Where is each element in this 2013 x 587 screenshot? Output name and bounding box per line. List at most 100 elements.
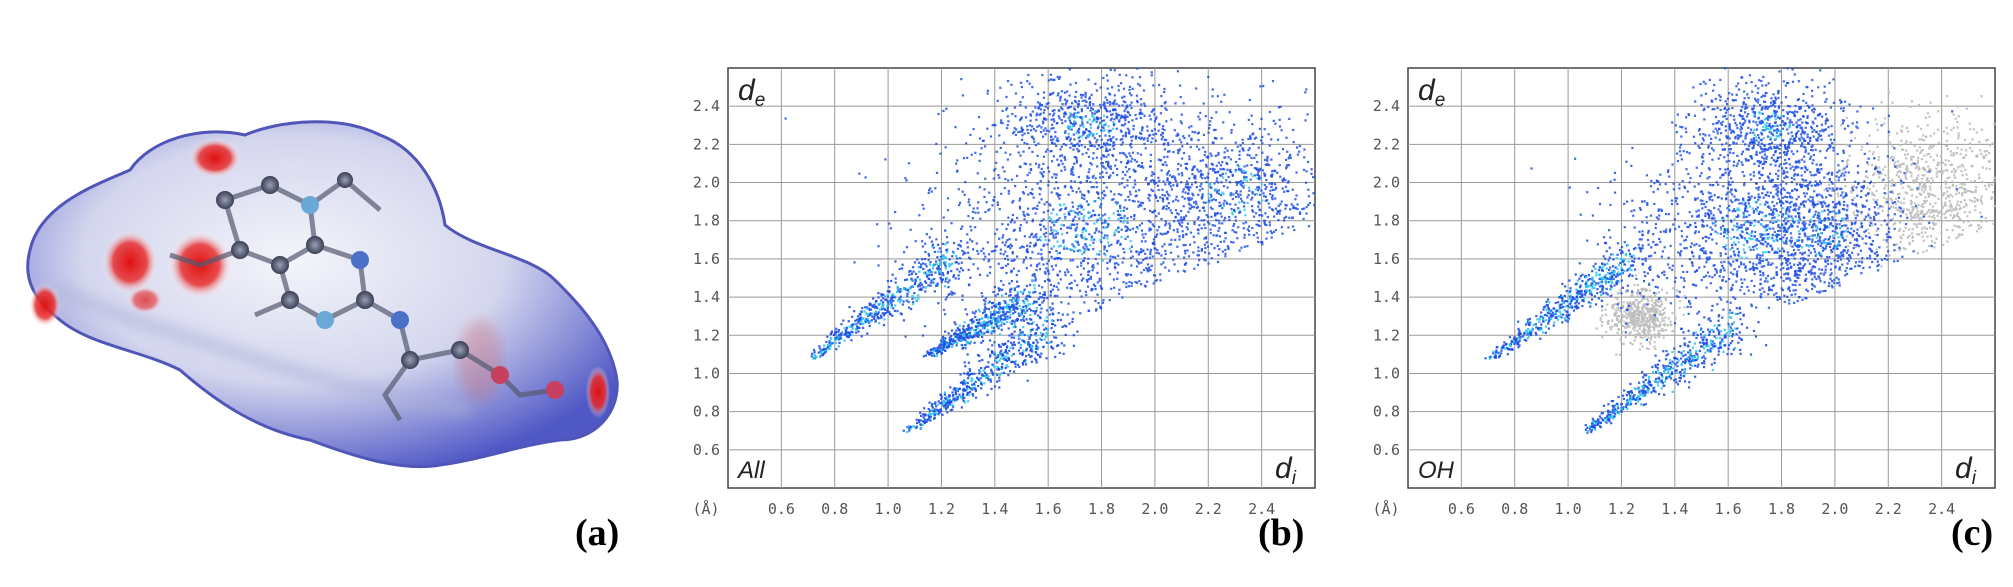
spike-point — [937, 270, 940, 273]
background-point — [1941, 172, 1944, 175]
fingerprint-point — [1102, 190, 1106, 193]
fingerprint-point — [1082, 130, 1085, 133]
fingerprint-point — [975, 242, 978, 245]
fingerprint-point — [1124, 133, 1127, 136]
spike-point — [995, 317, 998, 320]
fingerprint-point — [1213, 247, 1216, 250]
fingerprint-point — [1235, 183, 1239, 186]
spike-point — [919, 419, 922, 422]
fingerprint-point — [1249, 137, 1252, 140]
fingerprint-point — [1166, 178, 1169, 181]
background-point — [1654, 319, 1657, 323]
fingerprint-point — [907, 162, 911, 165]
spike-point — [847, 335, 851, 339]
spike-point — [919, 266, 923, 269]
spike-point — [959, 257, 962, 260]
spike-point — [993, 341, 996, 344]
spike-point — [1021, 333, 1024, 336]
fingerprint-point — [1155, 233, 1159, 236]
fingerprint-point — [1052, 118, 1055, 121]
fingerprint-point — [998, 134, 1001, 137]
spike-point — [951, 340, 954, 343]
background-point — [1920, 157, 1923, 161]
fingerprint-point — [1053, 109, 1056, 112]
spike-point — [962, 325, 965, 328]
spike-point — [966, 381, 969, 385]
spike-point — [929, 261, 932, 264]
fingerprint-point — [1096, 218, 1099, 222]
fingerprint-point — [1200, 227, 1203, 230]
fingerprint-point — [1005, 107, 1009, 110]
fingerprint-point — [1192, 194, 1195, 197]
fingerprint-point — [1060, 301, 1063, 304]
fingerprint-point — [1285, 215, 1288, 218]
spike-point — [1013, 330, 1016, 333]
spike-point — [954, 391, 957, 395]
fingerprint-point — [1039, 179, 1042, 183]
spike-point — [1002, 306, 1005, 309]
fingerprint-point — [1042, 129, 1045, 132]
spike-point — [1004, 300, 1007, 303]
spike-point — [1025, 318, 1028, 321]
background-point — [1841, 168, 1844, 171]
fingerprint-point — [1028, 171, 1031, 174]
background-point — [1657, 329, 1660, 333]
fingerprint-point — [1131, 157, 1134, 160]
fingerprint-point — [1048, 113, 1051, 116]
fingerprint-point — [1243, 201, 1246, 204]
spike-point — [1031, 350, 1034, 353]
fingerprint-point — [1261, 135, 1264, 138]
fingerprint-point — [1238, 153, 1241, 157]
spike-point — [942, 343, 946, 346]
background-point — [1638, 322, 1641, 325]
fingerprint-point — [858, 172, 861, 175]
fingerprint-point — [1257, 205, 1260, 208]
fingerprint-point — [1143, 142, 1146, 145]
fingerprint-point — [1222, 121, 1225, 124]
fingerprint-point — [1075, 90, 1078, 94]
spike-point — [967, 374, 970, 377]
fingerprint-point — [1168, 183, 1171, 186]
fingerprint-point — [1092, 248, 1095, 251]
spike-point — [936, 403, 939, 406]
spike-point — [1040, 332, 1043, 335]
fingerprint-point — [1200, 197, 1204, 200]
fingerprint-point — [1169, 243, 1173, 246]
fingerprint-point — [1068, 117, 1071, 120]
fingerprint-point — [1118, 183, 1121, 186]
fingerprint-point — [1234, 168, 1237, 172]
fingerprint-point — [1088, 168, 1091, 171]
background-point — [1664, 298, 1667, 302]
fingerprint-point — [1217, 153, 1220, 156]
spike-point — [963, 396, 966, 400]
fingerprint-point — [1239, 197, 1243, 200]
fingerprint-point — [1234, 203, 1237, 206]
spike-point — [1001, 321, 1004, 324]
fingerprint-point — [1001, 109, 1004, 112]
fingerprint-point — [1044, 133, 1047, 136]
fingerprint-point — [1117, 226, 1120, 230]
fingerprint-point — [977, 116, 981, 119]
spike-point — [947, 343, 951, 346]
spike-point — [977, 335, 980, 339]
background-point — [1633, 328, 1636, 332]
fingerprint-point — [1119, 220, 1122, 223]
fingerprint-point — [999, 121, 1003, 124]
fingerprint-point — [1105, 142, 1108, 145]
spike-point — [956, 247, 959, 250]
background-point — [1965, 107, 1968, 110]
fingerprint-point — [1287, 164, 1291, 167]
fingerprint-point — [1257, 200, 1260, 204]
spike-point — [908, 287, 911, 290]
spike-point — [1001, 342, 1004, 346]
fingerprint-point — [1023, 141, 1026, 145]
fingerprint-point — [980, 249, 983, 253]
fingerprint-point — [1223, 240, 1226, 243]
fingerprint-point — [1275, 212, 1278, 215]
spike-point — [886, 309, 889, 313]
background-point — [1660, 302, 1664, 305]
fingerprint-point — [1109, 129, 1112, 132]
fingerprint-point — [967, 214, 970, 218]
fingerprint-point — [1012, 259, 1015, 262]
fingerprint-point — [1070, 281, 1073, 284]
